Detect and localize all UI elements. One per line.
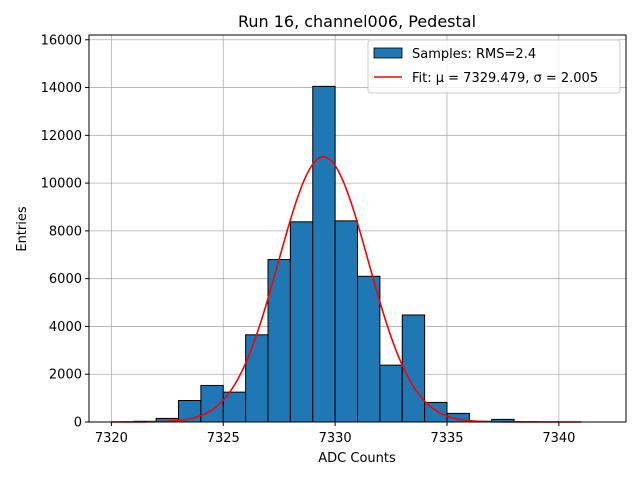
- y-tick-label: 2000: [49, 368, 82, 383]
- y-tick-label: 4000: [49, 320, 82, 335]
- histogram-bar: [334, 220, 358, 423]
- x-tick-label: 7330: [319, 431, 352, 446]
- histogram-bar: [401, 314, 426, 423]
- legend-label-fit: Fit: μ = 7329.479, σ = 2.005: [412, 71, 598, 86]
- chart-title: Run 16, channel006, Pedestal: [238, 12, 476, 31]
- legend: Samples: RMS=2.4 Fit: μ = 7329.479, σ = …: [367, 39, 621, 94]
- x-tick-label: 7335: [430, 431, 463, 446]
- x-tick-label: 7325: [207, 431, 240, 446]
- histogram-bars: [110, 85, 582, 423]
- y-tick-label: 6000: [49, 272, 82, 287]
- histogram-bar: [267, 259, 291, 423]
- y-tick-label: 8000: [49, 224, 82, 239]
- x-axis-ticks: 7320 7325 7330 7335 7340: [95, 422, 575, 446]
- x-tick-label: 7320: [95, 431, 128, 446]
- histogram-bar: [357, 275, 381, 423]
- x-tick-label: 7340: [542, 431, 575, 446]
- y-axis-ticks: 0 2000 4000 6000 8000 10000 12000 14000 16000: [41, 33, 89, 431]
- histogram-bar: [379, 364, 403, 423]
- legend-box: [367, 39, 621, 94]
- histogram-bar: [312, 85, 336, 423]
- y-axis-label: Entries: [15, 206, 30, 252]
- plot-frame: [88, 34, 627, 423]
- legend-label-samples: Samples: RMS=2.4: [412, 47, 536, 62]
- y-tick-label: 12000: [41, 129, 82, 144]
- x-axis-label: ADC Counts: [318, 451, 396, 466]
- y-tick-label: 0: [74, 416, 82, 431]
- legend-swatch-samples: [373, 47, 403, 59]
- y-tick-label: 14000: [41, 81, 82, 96]
- y-tick-label: 10000: [41, 177, 82, 192]
- histogram-bar: [289, 221, 314, 423]
- y-tick-label: 16000: [41, 33, 82, 48]
- histogram-bar: [245, 334, 269, 423]
